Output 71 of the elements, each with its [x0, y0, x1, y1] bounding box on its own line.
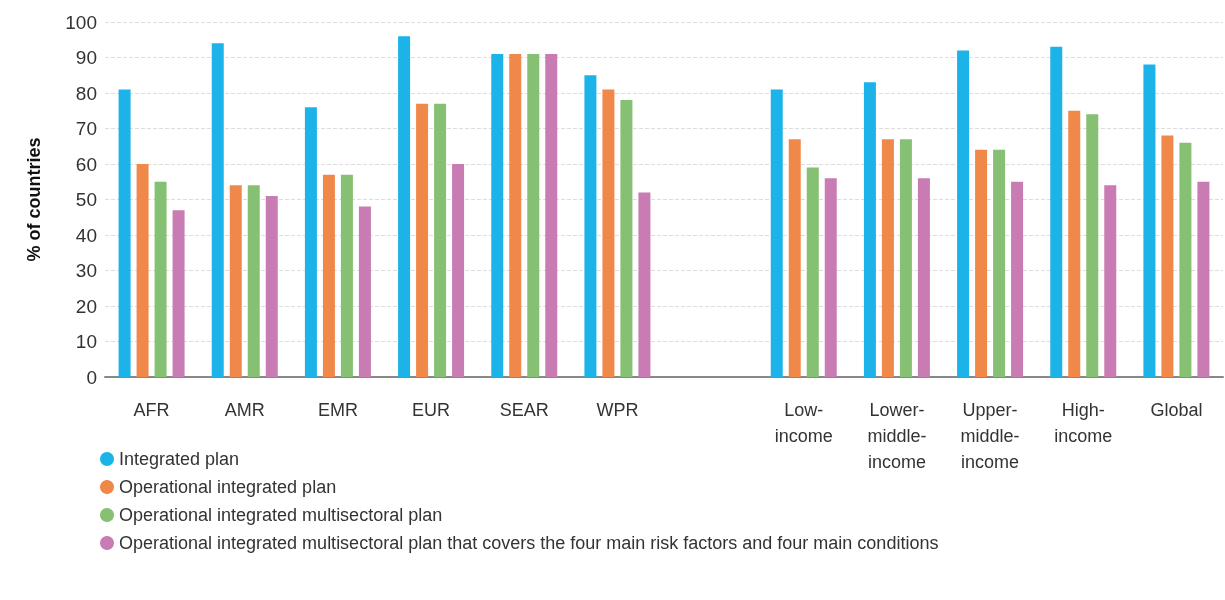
bar: [806, 167, 819, 377]
x-tick-label: Lower-middle-income: [867, 400, 927, 472]
bar: [824, 178, 837, 377]
bar: [1104, 185, 1117, 377]
bar: [602, 89, 615, 377]
bar: [154, 181, 167, 377]
x-tick-label: AMR: [224, 400, 265, 420]
bar: [211, 43, 224, 377]
bar: [957, 50, 970, 377]
x-tick-label: EUR: [412, 400, 451, 420]
y-tick-label: 0: [86, 366, 97, 388]
x-tick-label: AFR: [133, 400, 170, 420]
y-tick-label: 30: [75, 260, 97, 281]
bar: [136, 164, 149, 377]
bar: [863, 82, 876, 377]
x-tick-label: Global: [1150, 400, 1203, 420]
bar: [1086, 114, 1099, 377]
bar: [398, 36, 411, 377]
bar: [118, 89, 131, 377]
bar: [452, 164, 465, 377]
y-tick-label: 70: [75, 118, 97, 139]
bar: [584, 75, 597, 377]
legend-label: Integrated plan: [119, 449, 240, 469]
bar: [1179, 142, 1192, 377]
y-tick-label: 60: [75, 153, 97, 175]
bar: [416, 103, 429, 377]
y-tick-label: 50: [75, 189, 97, 210]
bar: [265, 195, 278, 377]
bar: [899, 139, 912, 377]
bar: [545, 53, 558, 377]
bar: [434, 103, 447, 377]
y-tick-label: 100: [65, 11, 97, 33]
bar: [1143, 64, 1156, 377]
bar: [527, 53, 540, 377]
y-tick-label: 90: [75, 47, 97, 68]
x-tick-label: Low-income: [774, 400, 833, 446]
bar: [638, 192, 651, 377]
bar: [322, 174, 335, 377]
bar: [1011, 181, 1024, 377]
legend-label: Operational integrated multisectoral plan that covers the four main risk factors and four main conditions: [119, 533, 939, 553]
bar: [247, 185, 260, 377]
bar: [1050, 46, 1063, 377]
x-tick-label: High-income: [1054, 400, 1113, 446]
legend-label: Operational integrated plan: [119, 477, 337, 497]
y-axis-title: % of countries: [24, 137, 44, 262]
x-tick-label: SEAR: [499, 400, 549, 420]
bar: [304, 107, 317, 377]
x-tick-label: EMR: [317, 400, 358, 420]
bar: [340, 174, 353, 377]
bar: [975, 149, 988, 377]
x-tick-label: WPR: [596, 400, 639, 420]
y-tick-label: 10: [75, 331, 97, 352]
bar: [770, 89, 783, 377]
bar: [881, 139, 894, 377]
y-tick-label: 40: [75, 224, 97, 246]
y-tick-label: 80: [75, 82, 97, 104]
bar: [620, 100, 633, 377]
bar: [993, 149, 1006, 377]
x-tick-label: Upper-middle-income: [960, 400, 1020, 472]
bar: [358, 206, 371, 377]
bar: [229, 185, 242, 377]
bar: [1197, 181, 1210, 377]
bar: [1068, 110, 1081, 377]
y-tick-label: 20: [75, 295, 97, 317]
legend-label: Operational integrated multisectoral plan: [119, 505, 443, 525]
bar: [172, 210, 185, 377]
bar: [1161, 135, 1174, 377]
bar: [917, 178, 930, 377]
bar: [788, 139, 801, 377]
bar: [491, 53, 504, 377]
bar: [509, 53, 522, 377]
